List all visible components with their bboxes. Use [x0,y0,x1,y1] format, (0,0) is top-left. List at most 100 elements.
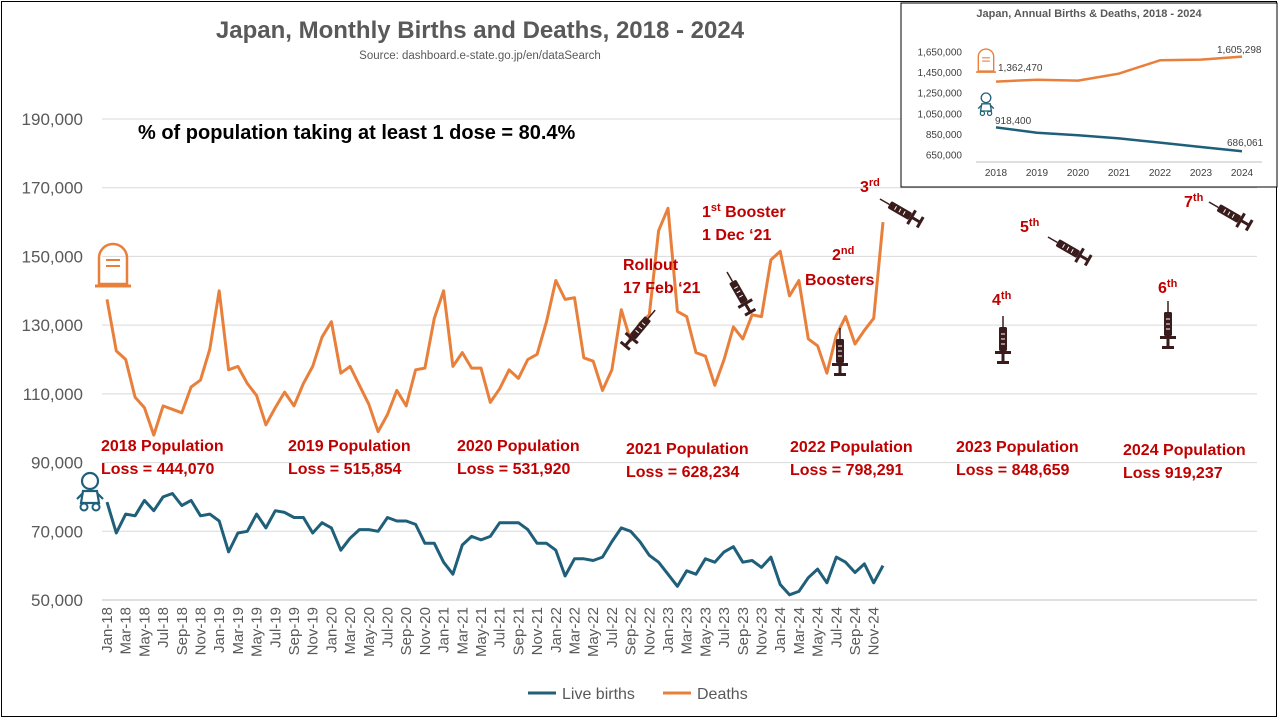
x-tick-label: Sep-18 [174,607,191,655]
legend-births-label: Live births [562,686,635,703]
loss-2019-title: 2019 Population [288,438,411,455]
inset-x-tick: 2018 [985,168,1008,179]
x-tick-label: Jan-22 [548,607,565,653]
loss-2019-value: Loss = 515,854 [288,461,402,478]
x-tick-label: May-24 [810,607,827,657]
x-tick-label: May-20 [361,607,378,657]
y-tick-label: 170,000 [22,179,83,198]
rollout-label: Rollout [623,257,679,274]
inset-x-tick: 2023 [1190,168,1213,179]
legend-deaths-label: Deaths [697,686,748,703]
inset-title: Japan, Annual Births & Deaths, 2018 - 20… [976,8,1202,20]
x-tick-label: Nov-23 [754,607,771,655]
x-tick-label: May-19 [249,607,266,657]
x-tick-label: Mar-19 [230,607,247,655]
inset-y-tick: 1,650,000 [918,48,963,59]
inset-label-deaths-2018: 1,362,470 [998,63,1043,74]
inset-border [900,2,1278,188]
syringe-icon [1204,194,1256,234]
x-tick-label: Nov-21 [529,607,546,655]
booster1-label: 1st Booster [702,202,786,221]
inset-label-births-2018: 918,400 [995,116,1032,127]
x-tick-label: Jul-22 [604,607,621,648]
x-tick-label: Mar-20 [342,607,359,655]
x-tick-label: Jan-20 [323,607,340,653]
x-tick-label: Sep-21 [510,607,527,655]
x-tick-label: May-18 [136,607,153,657]
series-line-deaths [105,206,885,437]
y-tick-label: 110,000 [23,385,83,404]
inset-x-tick: 2019 [1026,168,1049,179]
inset-series [995,55,1243,153]
x-tick-label: Nov-19 [305,607,322,655]
inset-x-tick: 2024 [1231,168,1254,179]
syringe-icon [617,304,663,353]
loss-2024-title: 2024 Population [1123,442,1246,459]
x-tick-label: Sep-19 [286,607,303,655]
booster2-label: 2nd [832,245,854,264]
booster1-date: 1 Dec ‘21 [702,227,771,244]
x-tick-label: Sep-24 [847,607,864,655]
loss-2022-title: 2022 Population [790,439,913,456]
inset-label-deaths-2024: 1,605,298 [1217,45,1262,56]
legend: Live births Deaths [528,686,748,703]
y-tick-label: 70,000 [31,522,83,541]
inset-y-tick: 1,450,000 [918,68,963,79]
loss-2021-title: 2021 Population [626,441,749,458]
x-tick-label: Mar-21 [454,607,471,655]
booster4-label: 4th [992,290,1012,309]
inset-y-tick: 1,250,000 [918,89,963,100]
x-tick-label: Jan-19 [211,607,228,653]
loss-2020-title: 2020 Population [457,438,580,455]
chart-title: Japan, Monthly Births and Deaths, 2018 -… [216,17,745,44]
syringe-icon [994,315,1012,365]
inset-line-births [995,126,1243,153]
x-tick-label: Nov-18 [193,607,210,655]
x-tick-label: Jul-20 [380,607,397,648]
loss-2018-value: Loss = 444,070 [101,461,215,478]
syringe-icon [1043,229,1095,269]
tombstone-icon [93,242,133,288]
x-tick-label: Jan-23 [660,607,677,653]
y-tick-label: 90,000 [31,454,83,473]
y-tick-label: 130,000 [22,316,83,335]
inset-x-tick: 2020 [1067,168,1090,179]
rollout-date: 17 Feb ‘21 [623,280,700,297]
x-tick-label: May-23 [697,607,714,657]
x-tick-label: Jul-24 [828,607,845,648]
dose-annotation: % of population taking at least 1 dose =… [138,122,576,144]
x-tick-label: Sep-20 [398,607,415,655]
booster6-label: 6th [1158,278,1178,297]
y-axis: 50,000 70,000 90,000 110,000 130,000 150,000 1… [22,110,83,610]
inset-axes: 650,000 850,000 1,050,000 1,250,000 1,450,00… [918,48,1262,179]
x-tick-label: Mar-18 [118,607,135,655]
x-tick-label: May-22 [585,607,602,657]
inset-y-tick: 1,050,000 [918,109,963,120]
x-tick-label: May-21 [473,607,490,657]
loss-2018-title: 2018 Population [101,438,224,455]
x-tick-label: Nov-20 [417,607,434,655]
x-tick-label: Nov-24 [866,607,883,655]
inset-line-deaths [995,55,1243,83]
loss-2020-value: Loss = 531,920 [457,461,571,478]
booster2-text: Boosters [805,272,874,289]
x-tick-label: Jul-19 [267,607,284,648]
inset-y-tick: 650,000 [926,151,963,162]
booster5-label: 5th [1020,217,1040,236]
inset-label-births-2024: 686,061 [1227,138,1264,149]
loss-2023-value: Loss = 848,659 [956,462,1070,479]
loss-2021-value: Loss = 628,234 [626,464,740,481]
x-tick-label: Jan-24 [772,607,789,653]
x-tick-label: Sep-23 [735,607,752,655]
series-line-births [105,492,885,597]
series-lines [105,206,885,597]
x-tick-label: Jul-18 [155,607,172,648]
chart-subtitle: Source: dashboard.e-state.go.jp/en/dataS… [359,50,601,62]
baby-icon [75,471,105,512]
grid-lines [102,118,1257,601]
loss-2022-value: Loss = 798,291 [790,462,904,479]
booster7-label: 7th [1184,192,1204,211]
y-tick-label: 50,000 [31,591,83,610]
inset-chart: Japan, Annual Births & Deaths, 2018 - 20… [900,2,1278,188]
